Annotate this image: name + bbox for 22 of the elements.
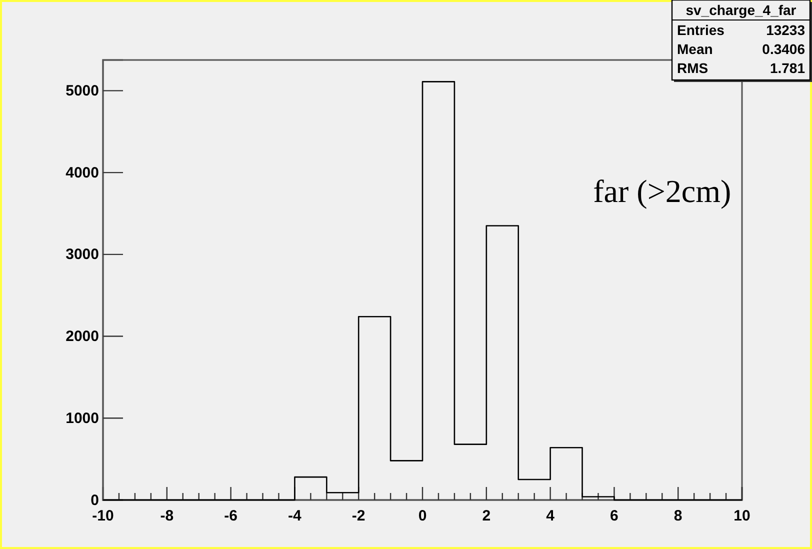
x-tick-label: -8 [160, 508, 174, 525]
text: RMS 1.781 [677, 60, 805, 76]
x-tick-label: 4 [546, 508, 556, 525]
y-tick-label: 4000 [66, 164, 99, 182]
x-tick-label: -4 [288, 508, 302, 525]
x-tick-label: 6 [610, 508, 618, 525]
x-tick-label: 2 [482, 508, 491, 525]
y-tick-label: 1000 [66, 410, 99, 427]
y-tick-label: 0 [90, 492, 99, 509]
y-tick-label: 3000 [66, 246, 99, 264]
x-tick-label: -10 [92, 508, 114, 525]
x-tick-label: -6 [224, 508, 238, 525]
text: Mean 0.3406 [677, 41, 805, 57]
y-tick-label: 2000 [66, 328, 99, 346]
x-tick-label: 0 [418, 508, 427, 525]
x-tick-label: -2 [352, 508, 366, 525]
chart-title: sv_charge_4_far [686, 2, 797, 18]
x-tick-label: 10 [734, 508, 750, 525]
x-tick-label: 8 [674, 508, 682, 525]
y-tick-label: 5000 [66, 82, 99, 100]
annotation: far (>2cm) [593, 173, 732, 209]
text: Entries 13233 [677, 22, 805, 38]
